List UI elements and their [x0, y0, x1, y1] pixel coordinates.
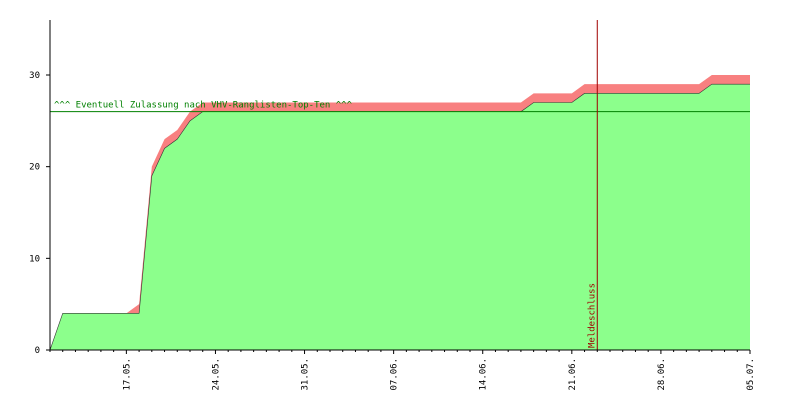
y-tick-label: 20 [29, 163, 40, 173]
y-tick-label: 10 [29, 254, 40, 264]
deadline-label: Meldeschluss [587, 283, 597, 348]
x-tick-label: 21.06. [568, 358, 578, 391]
area [50, 84, 750, 351]
x-tick-label: 31.05. [301, 358, 311, 391]
x-tick-label: 14.06. [479, 358, 489, 391]
x-tick-label: 28.06. [657, 358, 667, 391]
x-tick-label: 17.05. [122, 358, 132, 391]
x-tick-label: 07.06. [390, 358, 400, 391]
x-tick-label: 05.07. [746, 358, 756, 391]
y-tick-label: 30 [29, 71, 40, 81]
x-tick-label: 24.05. [211, 358, 221, 391]
y-tick-label: 0 [35, 346, 40, 356]
reference-label: ^^^ Eventuell Zulassung nach VHV-Ranglis… [54, 101, 353, 111]
